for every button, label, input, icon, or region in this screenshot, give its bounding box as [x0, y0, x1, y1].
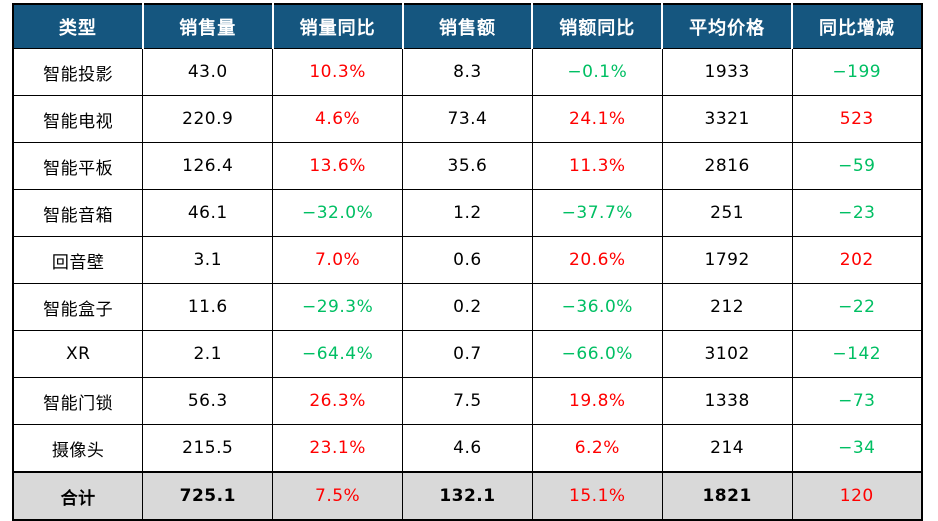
cell: 220.9: [142, 95, 274, 143]
cell: −66.0%: [531, 330, 663, 378]
cell: 2.1: [142, 330, 274, 378]
cell: 202: [791, 236, 923, 284]
cell: 0.7: [402, 330, 533, 378]
row-label: 摄像头: [12, 424, 144, 473]
cell: 7.5: [402, 377, 533, 425]
total-row: 合计 725.1 7.5% 132.1 15.1% 1821 120: [12, 471, 923, 521]
cell: 3321: [661, 95, 793, 143]
cell: −29.3%: [272, 283, 404, 331]
cell: 46.1: [142, 189, 274, 237]
cell: 43.0: [142, 48, 274, 96]
column-header: 类型: [12, 4, 143, 49]
cell: 1792: [661, 236, 793, 284]
cell: 251: [661, 189, 793, 237]
cell: 15.1%: [531, 471, 663, 521]
cell: 1933: [661, 48, 793, 96]
row-label: 智能盒子: [12, 283, 144, 331]
cell: 7.0%: [272, 236, 404, 284]
cell: −0.1%: [531, 48, 663, 96]
cell: 523: [791, 95, 923, 143]
sales-table-container: 类型 销售量 销量同比 销售额 销额同比 平均价格 同比增减 智能投影 43.0 10.3% 8.…: [12, 3, 923, 521]
column-header: 同比增减: [791, 4, 922, 49]
cell: 23.1%: [272, 424, 404, 473]
cell: 11.3%: [531, 142, 663, 190]
cell: 3.1: [142, 236, 274, 284]
column-header: 平均价格: [661, 4, 793, 49]
cell: 4.6: [402, 424, 533, 473]
cell: 120: [791, 471, 923, 521]
column-header: 销售额: [401, 4, 533, 49]
cell: 0.2: [402, 283, 533, 331]
cell: 2816: [661, 142, 793, 190]
row-label: 智能投影: [12, 48, 144, 96]
table-body: 智能投影 43.0 10.3% 8.3 −0.1% 1933 −199 智能电视 220.9 4.…: [12, 48, 923, 521]
cell: 214: [661, 424, 793, 473]
row-label: 智能门锁: [12, 377, 144, 425]
cell: −22: [791, 283, 923, 331]
cell: 11.6: [142, 283, 274, 331]
header-row: 类型 销售量 销量同比 销售额 销额同比 平均价格 同比增减: [12, 4, 922, 49]
table-row: 智能平板 126.4 13.6% 35.6 11.3% 2816 −59: [12, 142, 923, 190]
cell: −34: [791, 424, 923, 473]
table-row: 智能投影 43.0 10.3% 8.3 −0.1% 1933 −199: [12, 48, 923, 96]
cell: 1821: [661, 471, 793, 521]
cell: 13.6%: [272, 142, 404, 190]
cell: 7.5%: [272, 471, 404, 521]
cell: 1338: [661, 377, 793, 425]
cell: 24.1%: [531, 95, 663, 143]
cell: −32.0%: [272, 189, 404, 237]
table-row: 智能电视 220.9 4.6% 73.4 24.1% 3321 523: [12, 95, 923, 143]
table-header: 类型 销售量 销量同比 销售额 销额同比 平均价格 同比增减: [12, 4, 922, 49]
cell: −142: [791, 330, 923, 378]
row-label: 智能电视: [12, 95, 144, 143]
row-label: 智能平板: [12, 142, 144, 190]
table-row: 摄像头 215.5 23.1% 4.6 6.2% 214 −34: [12, 424, 923, 473]
cell: −37.7%: [531, 189, 663, 237]
table-row: XR 2.1 −64.4% 0.7 −66.0% 3102 −142: [12, 330, 923, 378]
row-label: 合计: [12, 471, 144, 521]
sales-table: 类型 销售量 销量同比 销售额 销额同比 平均价格 同比增减 智能投影 43.0 10.3% 8.…: [12, 3, 923, 521]
cell: −23: [791, 189, 923, 237]
cell: 56.3: [142, 377, 274, 425]
column-header: 销量同比: [271, 4, 403, 49]
row-label: XR: [12, 330, 144, 378]
cell: −36.0%: [531, 283, 663, 331]
cell: −199: [791, 48, 923, 96]
cell: 6.2%: [531, 424, 663, 473]
table-row: 智能门锁 56.3 26.3% 7.5 19.8% 1338 −73: [12, 377, 923, 425]
cell: 8.3: [402, 48, 533, 96]
cell: 1.2: [402, 189, 533, 237]
table-row: 智能盒子 11.6 −29.3% 0.2 −36.0% 212 −22: [12, 283, 923, 331]
column-header: 销售量: [141, 4, 273, 49]
cell: 215.5: [142, 424, 274, 473]
cell: −73: [791, 377, 923, 425]
row-label: 智能音箱: [12, 189, 144, 237]
cell: 73.4: [402, 95, 533, 143]
cell: 19.8%: [531, 377, 663, 425]
cell: 3102: [661, 330, 793, 378]
cell: 132.1: [402, 471, 533, 521]
table-row: 智能音箱 46.1 −32.0% 1.2 −37.7% 251 −23: [12, 189, 923, 237]
cell: 26.3%: [272, 377, 404, 425]
cell: 725.1: [142, 471, 274, 521]
cell: −59: [791, 142, 923, 190]
table-row: 回音壁 3.1 7.0% 0.6 20.6% 1792 202: [12, 236, 923, 284]
cell: 20.6%: [531, 236, 663, 284]
cell: 212: [661, 283, 793, 331]
column-header: 销额同比: [531, 4, 663, 49]
cell: 10.3%: [272, 48, 404, 96]
cell: 126.4: [142, 142, 274, 190]
cell: −64.4%: [272, 330, 404, 378]
cell: 35.6: [402, 142, 533, 190]
cell: 0.6: [402, 236, 533, 284]
cell: 4.6%: [272, 95, 404, 143]
row-label: 回音壁: [12, 236, 144, 284]
